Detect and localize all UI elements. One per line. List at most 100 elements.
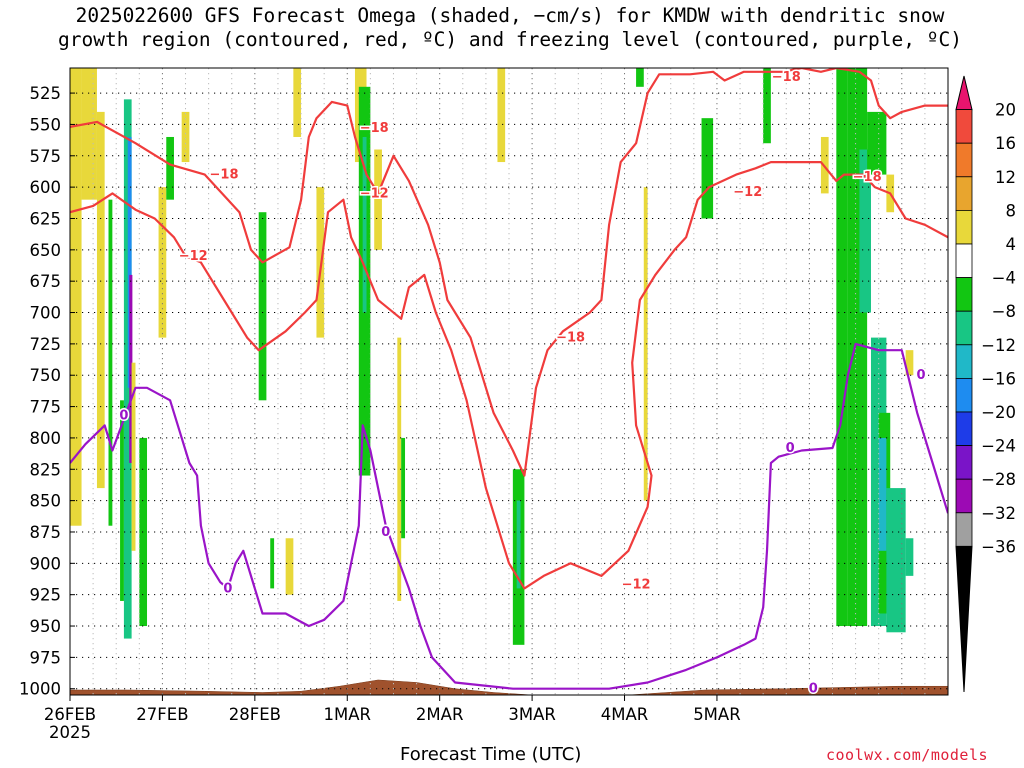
y-tick-label: 550 (30, 115, 62, 134)
x-tick-label: 4MAR (601, 705, 649, 724)
omega-cell (96, 111, 105, 489)
y-tick-label: 950 (30, 617, 62, 636)
y-tick-label: 750 (30, 366, 62, 385)
y-tick-label: 525 (30, 84, 62, 103)
y-tick-label: 850 (30, 492, 62, 511)
colorbar-bottom-arrow (955, 545, 973, 693)
plot-frame (69, 67, 949, 696)
y-tick-label: 575 (30, 147, 62, 166)
colorbar-segment (955, 377, 973, 413)
y-tick-label: 775 (30, 398, 62, 417)
colorbar-segment (955, 243, 973, 278)
terrain-fill (70, 679, 948, 695)
contour-label: 0 (786, 441, 795, 456)
contour-label: −12 (622, 578, 651, 593)
omega-cell (285, 538, 294, 595)
colorbar-segment (955, 142, 973, 178)
contour-labels: −18 −18 −18 −18 −18 −12 −12 −12 −12 0 0 0 0 0 0 (118, 68, 927, 698)
colorbar-label: −16 (981, 369, 1016, 388)
x-tick-label: 2MAR (416, 705, 464, 724)
y-tick-label: 800 (30, 429, 62, 448)
omega-cell (401, 437, 406, 539)
y-axis: 525 550 575 600 625 650 675 700 725 750 775 800 825 8… (19, 84, 75, 699)
omega-cell (867, 111, 887, 175)
colorbar-segment (955, 445, 973, 480)
omega-cell (127, 136, 132, 388)
y-tick-label: 875 (30, 523, 62, 542)
terrain-surface (70, 679, 948, 695)
omega-cell (763, 68, 771, 144)
y-tick-label: 1000 (19, 680, 61, 699)
contour-lines (70, 68, 948, 690)
x-tick-year-label: 2025 (49, 723, 91, 742)
contour-label: 0 (381, 525, 390, 540)
contour-label: −18 (772, 70, 801, 85)
colorbar-segment (955, 344, 973, 379)
contour-line-0 (70, 342, 948, 690)
omega-cell (701, 118, 714, 219)
omega-cell (181, 111, 190, 163)
contour-label: −18 (853, 170, 882, 185)
colorbar-label: −12 (981, 336, 1016, 355)
omega-cell (905, 538, 914, 576)
y-tick-label: 725 (30, 335, 62, 354)
omega-cell (131, 362, 136, 551)
y-tick-label: 900 (30, 554, 62, 573)
colorbar-segment (955, 277, 973, 312)
omega-cell (886, 488, 906, 633)
omega-cell (516, 500, 521, 589)
colorbar-top-arrow (955, 75, 973, 111)
contour-label: 0 (809, 682, 818, 697)
x-axis: 26FEB 27FEB 28FEB 1MAR 2MAR 3MAR 4MAR 5MAR 2025 (44, 695, 741, 742)
omega-cell (120, 400, 124, 601)
omega-cell (836, 68, 848, 627)
omega-cell (108, 199, 113, 526)
y-tick-label: 600 (30, 178, 62, 197)
x-tick-label: 28FEB (229, 705, 281, 724)
contour-label: −12 (360, 186, 389, 201)
omega-cell (497, 68, 506, 163)
gridlines (70, 68, 949, 695)
contour-label: −18 (360, 121, 389, 136)
y-tick-label: 700 (30, 304, 62, 323)
omega-cell (362, 136, 367, 313)
omega-cell (270, 538, 275, 589)
chart-title: 2025022600 GFS Forecast Omega (shaded, −… (0, 4, 1020, 52)
plot-area (70, 68, 948, 695)
credit-link[interactable]: coolwx.com/models (826, 746, 989, 764)
y-tick-label: 650 (30, 241, 62, 260)
colorbar-segment (955, 176, 973, 211)
omega-cell (636, 68, 644, 87)
contour-label: −18 (210, 168, 239, 183)
contour-label: 0 (119, 408, 128, 423)
contour-label: −18 (556, 331, 585, 346)
omega-cell (374, 149, 382, 250)
contour-label: 0 (223, 581, 232, 596)
colorbar-label: −32 (981, 504, 1016, 523)
colorbar-label: 12 (995, 168, 1016, 187)
omega-cell (878, 437, 887, 551)
omega-cell (859, 149, 871, 313)
x-tick-label: 27FEB (136, 705, 188, 724)
contour-label: −12 (179, 249, 208, 264)
colorbar-label: 16 (995, 134, 1016, 153)
y-tick-label: 675 (30, 272, 62, 291)
y-tick-label: 975 (30, 648, 62, 667)
colorbar-segment (955, 209, 973, 245)
omega-cell (905, 350, 914, 376)
colorbar-segment (955, 109, 973, 144)
colorbar-segment (955, 310, 973, 346)
omega-cell (293, 68, 302, 137)
omega-shading (70, 68, 914, 645)
omega-cell (81, 68, 97, 200)
title-line-2: growth region (contoured, red, ºC) and f… (58, 28, 962, 51)
colorbar-segment (955, 512, 973, 547)
x-tick-label: 26FEB (44, 705, 96, 724)
contour-label: −12 (733, 185, 762, 200)
omega-cell (123, 99, 132, 639)
colorbar-segment (955, 478, 973, 514)
x-tick-label: 1MAR (324, 705, 372, 724)
colorbar-label: −20 (981, 403, 1016, 422)
y-tick-label: 825 (30, 460, 62, 479)
